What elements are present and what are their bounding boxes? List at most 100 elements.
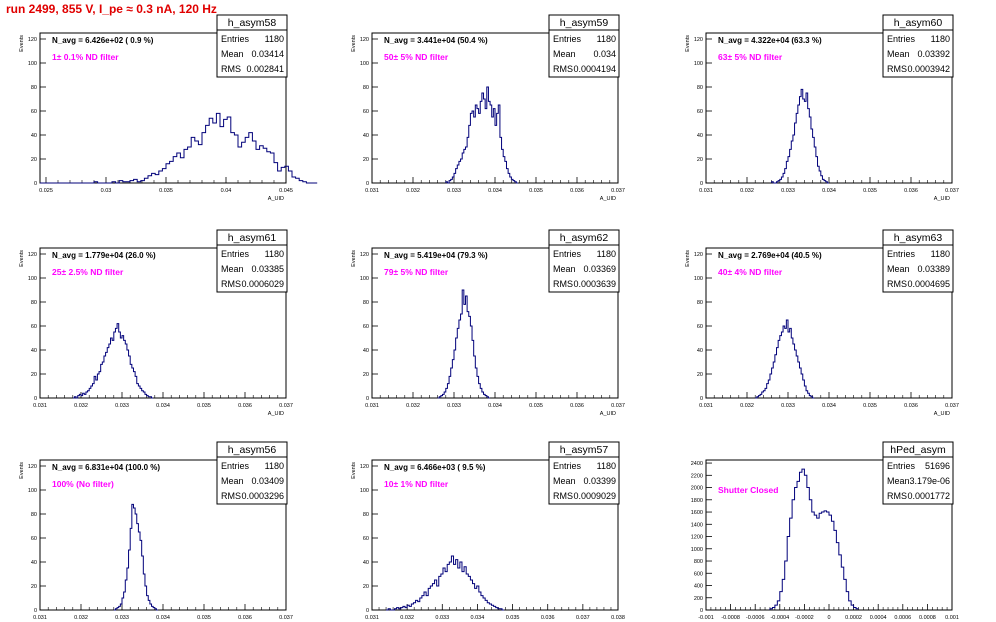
y-axis-label: Events (351, 250, 357, 267)
x-tick-label: 0.034 (488, 403, 502, 409)
stats-title: h_asym60 (894, 17, 943, 29)
stats-mean-value: 0.03385 (251, 264, 284, 274)
stats-box (548, 441, 620, 505)
x-tick-label: 0.031 (365, 615, 379, 621)
x-tick-label: 0.0008 (919, 615, 936, 621)
x-tick-label: 0.036 (570, 403, 584, 409)
y-axis-label: Events (685, 250, 691, 267)
x-tick-label: 0.034 (488, 188, 502, 194)
y-tick-label: 1200 (691, 535, 703, 541)
x-tick-label: 0.037 (279, 403, 293, 409)
y-tick-label: 80 (697, 85, 703, 91)
y-tick-label: 1800 (691, 498, 703, 504)
x-tick-label: 0.031 (33, 403, 47, 409)
plot-frame (39, 32, 287, 184)
y-tick-label: 0 (700, 396, 703, 402)
x-axis-label: A_UID (600, 411, 616, 417)
y-tick-label: 1600 (691, 510, 703, 516)
x-tick-label: 0.035 (197, 615, 211, 621)
y-tick-label: 120 (694, 252, 703, 258)
x-tick-label: 0.031 (699, 403, 713, 409)
navg-label: N_avg = 5.419e+04 (79.3 %) (384, 251, 488, 260)
x-tick-label: 0.032 (740, 188, 754, 194)
stats-rms-value: 0.0003639 (573, 279, 616, 289)
x-tick-label: 0.04 (221, 188, 232, 194)
histogram-line (755, 319, 815, 399)
stats-entries-value: 1180 (931, 34, 950, 44)
navg-label: N_avg = 6.831e+04 (100.0 %) (52, 463, 160, 472)
stats-rms-value: 0.0001772 (907, 491, 950, 501)
y-tick-label: 20 (697, 372, 703, 378)
x-tick-label: 0.032 (406, 403, 420, 409)
y-tick-label: 80 (31, 512, 37, 518)
x-tick-label: 0.035 (506, 615, 520, 621)
y-tick-label: 20 (31, 372, 37, 378)
x-tick-label: -0.001 (698, 615, 714, 621)
stats-entries-label: Entries (221, 249, 250, 259)
x-tick-label: 0.032 (74, 615, 88, 621)
stats-rms-value: 0.0006029 (241, 279, 284, 289)
navg-label: N_avg = 2.769e+04 (40.5 %) (718, 251, 822, 260)
stats-rms-value: 0.0003296 (241, 491, 284, 501)
y-tick-label: 80 (31, 300, 37, 306)
stats-entries-value: 1180 (931, 249, 950, 259)
x-tick-label: 0.037 (611, 188, 625, 194)
stats-entries-label: Entries (553, 461, 582, 471)
histogram-line (771, 88, 829, 184)
x-tick-label: 0.031 (365, 188, 379, 194)
stats-box (548, 14, 620, 78)
filter-label: 10± 1% ND filter (384, 479, 449, 489)
x-tick-label: 0.035 (529, 188, 543, 194)
filter-label: 25± 2.5% ND filter (52, 267, 124, 277)
stats-entries-label: Entries (887, 249, 916, 259)
y-tick-label: 40 (31, 348, 37, 354)
filter-label: 63± 5% ND filter (718, 52, 783, 62)
y-tick-label: 0 (700, 181, 703, 187)
y-tick-label: 0 (34, 608, 37, 614)
x-tick-label: 0.045 (279, 188, 293, 194)
x-tick-label: 0.037 (611, 403, 625, 409)
y-tick-label: 120 (694, 37, 703, 43)
navg-label: N_avg = 3.441e+04 (50.4 %) (384, 36, 488, 45)
x-tick-label: 0.034 (822, 188, 836, 194)
histogram-line (386, 555, 505, 611)
stats-mean-value: 0.03399 (583, 476, 616, 486)
x-tick-label: 0.033 (447, 403, 461, 409)
stats-box (216, 14, 288, 78)
stats-entries-label: Entries (221, 461, 250, 471)
panel-h_asym56: 0 20 40 60 80 100 120 0.031 0.032 0.033 0.034 0.035… (19, 441, 293, 621)
y-tick-label: 100 (28, 488, 37, 494)
x-tick-label: 0 (827, 615, 830, 621)
x-tick-label: 0.0002 (845, 615, 862, 621)
histogram-line (113, 503, 159, 611)
y-tick-label: 20 (363, 372, 369, 378)
stats-rms-label: RMS (887, 491, 907, 501)
x-tick-label: 0.037 (945, 188, 959, 194)
y-axis-label: Events (19, 35, 25, 52)
stats-box (216, 229, 288, 293)
x-tick-label: 0.033 (781, 403, 795, 409)
y-tick-label: 80 (31, 85, 37, 91)
y-tick-label: 20 (697, 157, 703, 163)
x-tick-label: 0.033 (781, 188, 795, 194)
stats-title: h_asym63 (894, 232, 943, 244)
y-axis-label: Events (19, 462, 25, 479)
y-tick-label: 120 (28, 252, 37, 258)
x-tick-label: 0.035 (863, 403, 877, 409)
panel-h_asym59: 0 20 40 60 80 100 120 0.031 0.032 0.033 0.034 0.035… (351, 14, 625, 202)
stats-rms-label: RMS (887, 64, 907, 74)
y-tick-label: 800 (694, 559, 703, 565)
stats-mean-label: Mean (887, 264, 910, 274)
y-tick-label: 100 (28, 276, 37, 282)
x-tick-label: 0.037 (279, 615, 293, 621)
x-tick-label: 0.037 (945, 403, 959, 409)
x-tick-label: 0.038 (611, 615, 625, 621)
stats-mean-value: 0.03392 (917, 49, 950, 59)
stats-box (548, 229, 620, 293)
run-title: run 2499, 855 V, I_pe ≈ 0.3 nA, 120 Hz (6, 2, 217, 16)
stats-mean-value: 0.03409 (251, 476, 284, 486)
x-tick-label: -0.0008 (721, 615, 740, 621)
x-axis-label: A_UID (268, 411, 284, 417)
